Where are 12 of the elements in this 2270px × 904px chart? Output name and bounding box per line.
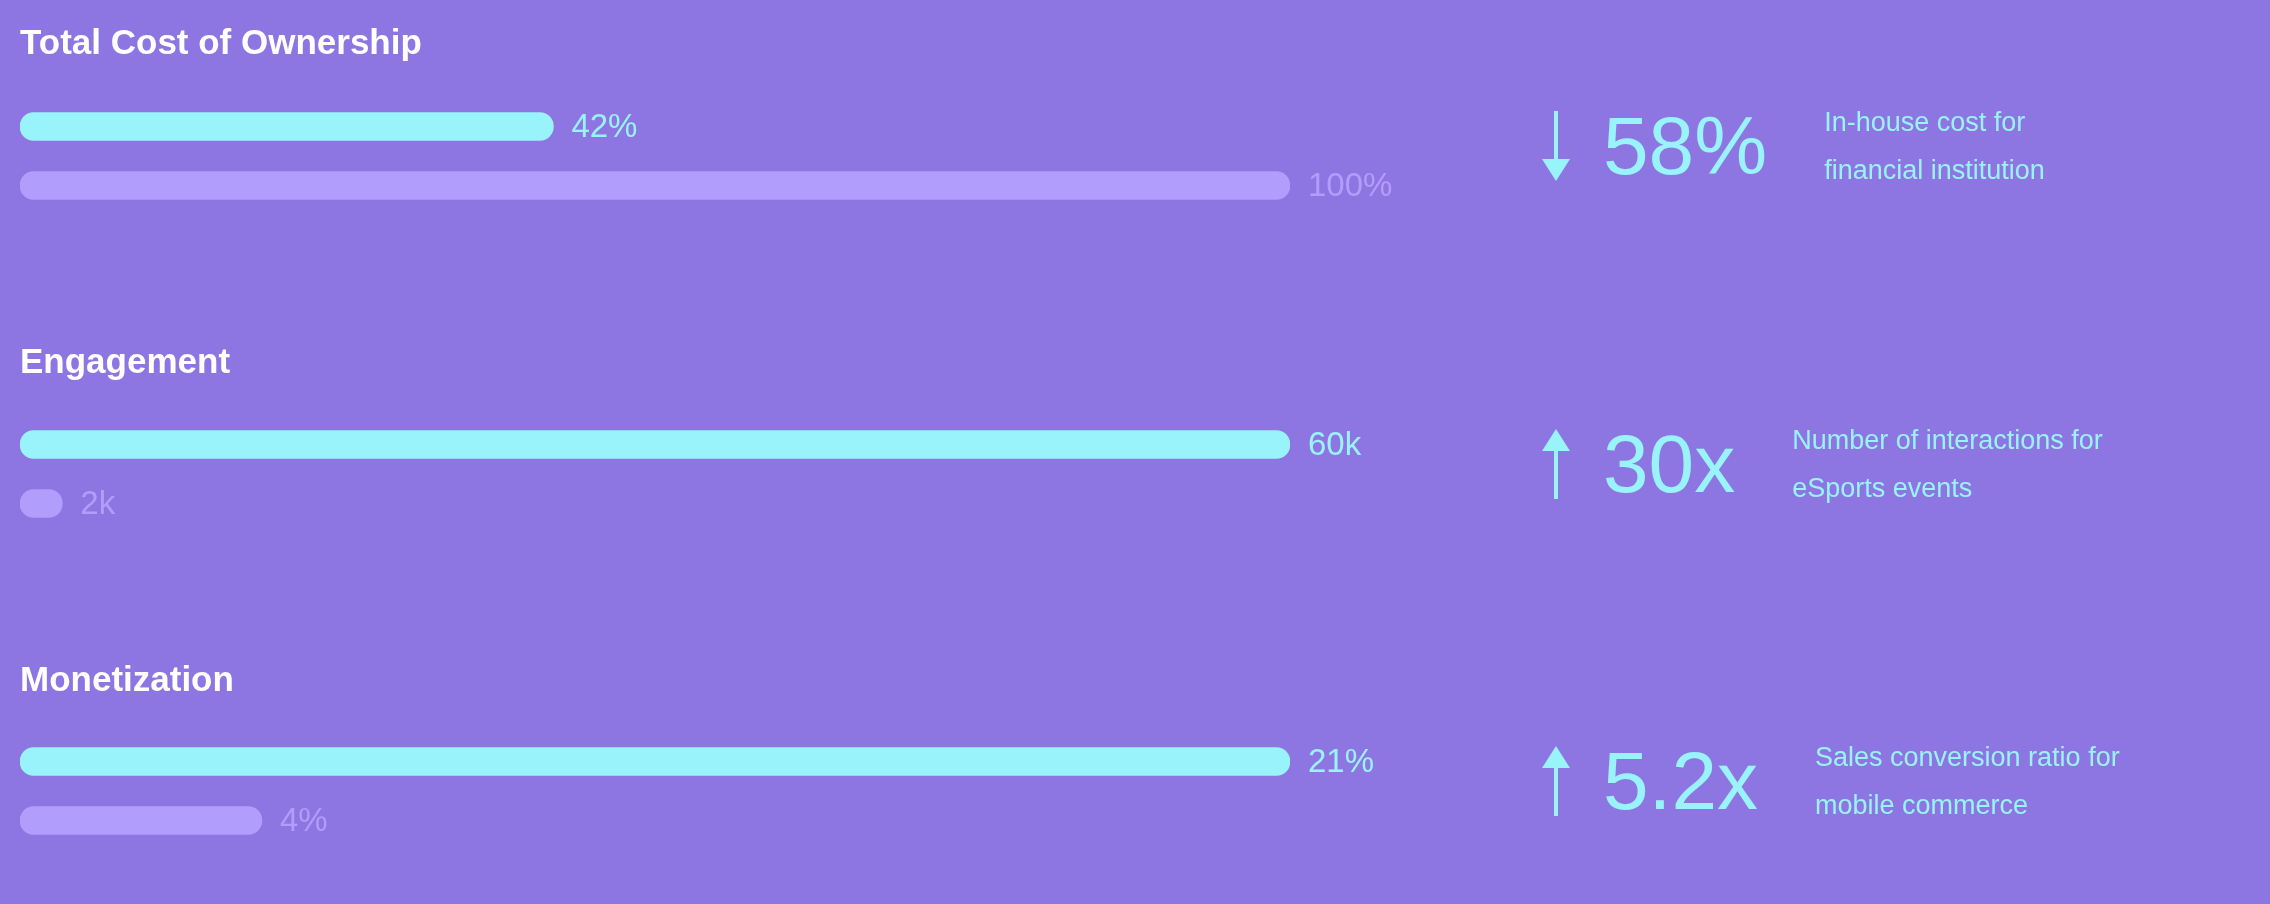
data-label: 60k [1308, 424, 1362, 462]
data-label: 42% [571, 106, 638, 144]
text: In-house cost for financial institution [1824, 106, 2045, 187]
text: Sales conversion ratio for mobile commerce [1815, 741, 2120, 822]
chart-title: Monetization [20, 659, 234, 698]
chart-title: Engagement [20, 340, 231, 380]
chart-title: Total Cost of Ownership [20, 22, 422, 61]
text: 5.2x [1603, 735, 1758, 826]
data-label: 21% [1308, 741, 1375, 779]
text: 58% [1603, 100, 1768, 191]
text: Number of interactions for eSports events [1792, 423, 2103, 505]
text: 30x [1603, 417, 1736, 509]
